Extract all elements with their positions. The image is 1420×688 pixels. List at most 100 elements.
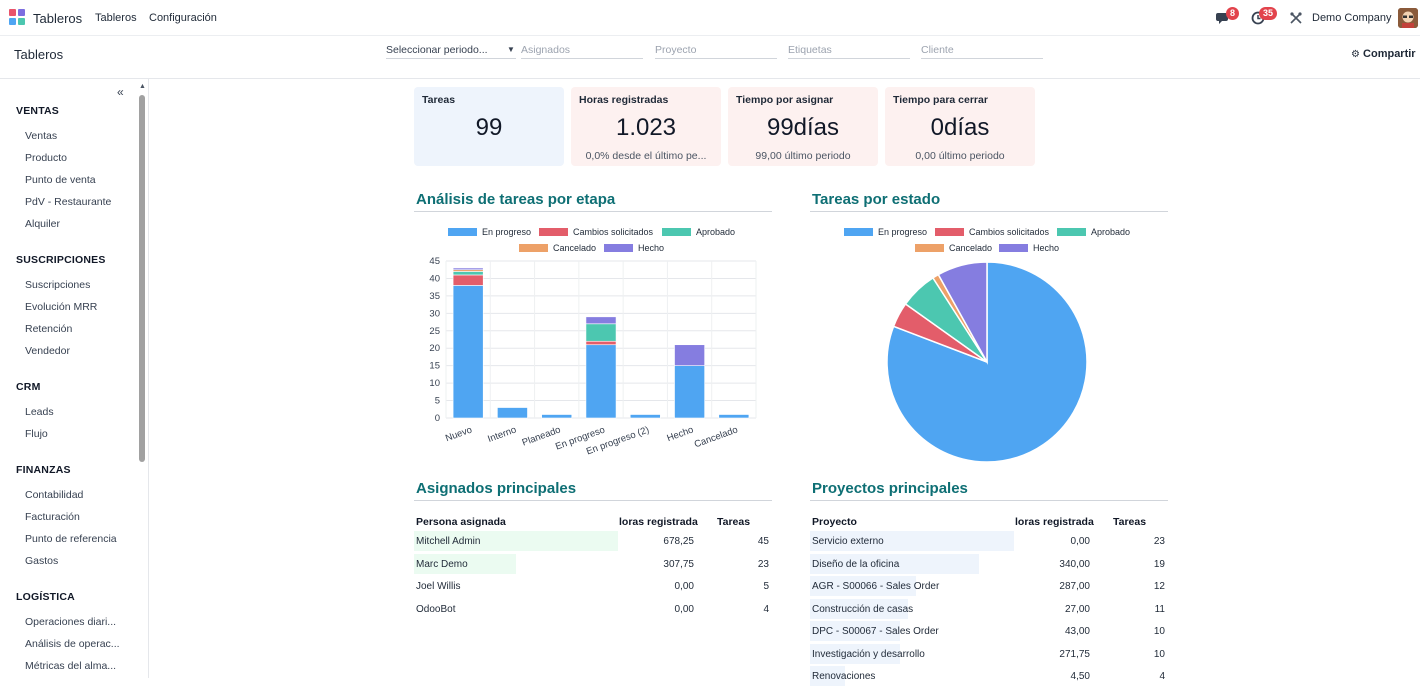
bar-segment [452, 271, 484, 276]
section-crm: CRM [16, 381, 41, 393]
pie-legend-cancelado[interactable]: Cancelado [915, 243, 992, 253]
share-label: Compartir [1363, 48, 1416, 60]
row-name: Construcción de casas [812, 603, 914, 615]
y-tick-label: 0 [435, 413, 440, 424]
sidebar-item-contabilidad[interactable]: Contabilidad [25, 489, 84, 501]
row-hours: 43,00 [1064, 626, 1090, 637]
row-hours: 287,00 [1059, 581, 1090, 592]
col-tareas: Tareas [717, 516, 751, 528]
sidebar-item-operaciones-diarias[interactable]: Operaciones diari... [25, 616, 117, 628]
kpi-subtitle: 0,00 último periodo [915, 150, 1005, 162]
row-name: AGR - S00066 - Sales Order [812, 581, 940, 592]
x-tick-label: Interno [486, 424, 518, 444]
sidebar-item-punto-de-referencia[interactable]: Punto de referencia [25, 533, 117, 545]
projects-title: Proyectos principales [812, 480, 968, 497]
sidebar-item-evolucion-mrr[interactable]: Evolución MRR [25, 301, 98, 313]
app-name[interactable]: Tableros [33, 11, 83, 26]
messages-badge: 8 [1226, 7, 1240, 20]
sidebar-item-pdv-restaurante[interactable]: PdV - Restaurante [25, 196, 112, 208]
sidebar-item-retencion[interactable]: Retención [25, 323, 73, 335]
sidebar-item-metricas-almacen[interactable]: Métricas del alma... [25, 660, 117, 672]
row-tasks: 4 [1159, 671, 1165, 682]
y-tick-label: 5 [435, 396, 440, 407]
pie-legend-aprobado[interactable]: Aprobado [1057, 227, 1130, 237]
filter-asignados[interactable]: Asignados [521, 44, 643, 59]
menu-configuracion[interactable]: Configuración [149, 12, 217, 24]
breadcrumb: Tableros [14, 47, 64, 62]
messages-button[interactable]: 8 [1214, 0, 1240, 36]
filter-cliente[interactable]: Cliente [921, 44, 1043, 59]
scroll-up-icon[interactable]: ▲ [139, 83, 146, 90]
kpi-tareas[interactable]: Tareas 99 [414, 87, 564, 166]
bar-segment [452, 285, 484, 419]
col-proyecto: Proyecto [812, 516, 857, 528]
sidebar-item-leads[interactable]: Leads [25, 406, 54, 418]
row-hours: 27,00 [1064, 603, 1090, 615]
kpi-title: Horas registradas [579, 94, 669, 106]
assignees-title: Asignados principales [416, 480, 577, 497]
sidebar-item-facturacion[interactable]: Facturación [25, 511, 80, 523]
kpi-value: 99días [766, 114, 840, 141]
share-icon: ⚙︎ [1351, 49, 1360, 60]
row-name: Investigación y desarrollo [812, 648, 925, 660]
row-share-bar [414, 553, 516, 574]
app-grid-icon[interactable] [9, 9, 26, 26]
kpi-subtitle: 99,00 último periodo [755, 150, 851, 162]
period-select[interactable]: Seleccionar periodo... [386, 44, 516, 59]
user-avatar[interactable] [1398, 8, 1418, 28]
col-persona: Persona asignada [416, 516, 506, 528]
bar-segment [629, 414, 661, 419]
company-switcher[interactable]: Demo Company [1312, 12, 1392, 24]
row-hours: 340,00 [1059, 558, 1090, 570]
sidebar-item-punto-de-venta[interactable]: Punto de venta [25, 174, 96, 186]
pie-slice[interactable] [937, 261, 988, 365]
col-horas: loras registrada [1015, 516, 1094, 528]
row-hours: 0,00 [674, 581, 694, 592]
kpi-horas-registradas[interactable]: Horas registradas 1.023 0,0% desde el úl… [571, 87, 721, 166]
sidebar-item-ventas[interactable]: Ventas [25, 130, 58, 142]
kpi-subtitle: 0,0% desde el último pe... [585, 150, 707, 162]
y-tick-label: 10 [429, 378, 440, 389]
pie-legend-hecho[interactable]: Hecho [999, 243, 1059, 253]
legend-hecho[interactable]: Hecho [604, 243, 664, 253]
legend-aprobado[interactable]: Aprobado [662, 227, 735, 237]
kpi-title: Tareas [422, 94, 456, 106]
section-logistica: LOGÍSTICA [16, 591, 75, 603]
collapse-sidebar-icon[interactable]: « [117, 85, 124, 99]
sidebar-item-alquiler[interactable]: Alquiler [25, 218, 61, 230]
divider [414, 500, 772, 501]
row-tasks: 4 [763, 603, 769, 615]
divider [810, 211, 1168, 212]
sidebar-item-gastos[interactable]: Gastos [25, 555, 59, 567]
kpi-value: 99 [475, 114, 503, 141]
y-tick-label: 15 [429, 361, 440, 372]
activities-button[interactable]: 35 [1250, 0, 1282, 36]
bar-segment [674, 344, 705, 366]
sidebar-item-analisis-operaciones[interactable]: Análisis de operac... [25, 638, 120, 650]
kpi-tiempo-por-asignar[interactable]: Tiempo por asignar 99días 99,00 último p… [728, 87, 878, 166]
legend-en-progreso[interactable]: En progreso [448, 227, 531, 237]
share-button[interactable]: ⚙︎ Compartir [1351, 48, 1416, 60]
chevron-down-icon[interactable]: ▼ [507, 45, 515, 54]
x-tick-label: Nuevo [444, 424, 474, 444]
y-tick-label: 35 [429, 291, 440, 302]
kpi-tiempo-para-cerrar[interactable]: Tiempo para cerrar 0días 0,00 último per… [885, 87, 1035, 166]
row-name: OdooBot [416, 603, 456, 615]
menu-tableros[interactable]: Tableros [95, 12, 137, 24]
sidebar-item-vendedor[interactable]: Vendedor [25, 345, 70, 357]
sidebar-scrollbar[interactable] [139, 95, 145, 462]
activities-badge: 35 [1259, 7, 1278, 20]
sidebar-item-producto[interactable]: Producto [25, 152, 68, 164]
row-name: Servicio externo [812, 536, 884, 547]
tools-icon[interactable] [1290, 12, 1302, 24]
sidebar-item-suscripciones[interactable]: Suscripciones [25, 279, 91, 291]
legend-cancelado[interactable]: Cancelado [519, 243, 596, 253]
kpi-value: 0días [930, 114, 990, 141]
filter-proyecto[interactable]: Proyecto [655, 44, 777, 59]
filter-etiquetas[interactable]: Etiquetas [788, 44, 910, 59]
pie-legend-en-progreso[interactable]: En progreso [844, 227, 927, 237]
sidebar-item-flujo[interactable]: Flujo [25, 428, 48, 440]
pie-legend-cambios-solicitados[interactable]: Cambios solicitados [935, 227, 1049, 237]
row-tasks: 23 [757, 558, 769, 570]
legend-cambios-solicitados[interactable]: Cambios solicitados [539, 227, 653, 237]
